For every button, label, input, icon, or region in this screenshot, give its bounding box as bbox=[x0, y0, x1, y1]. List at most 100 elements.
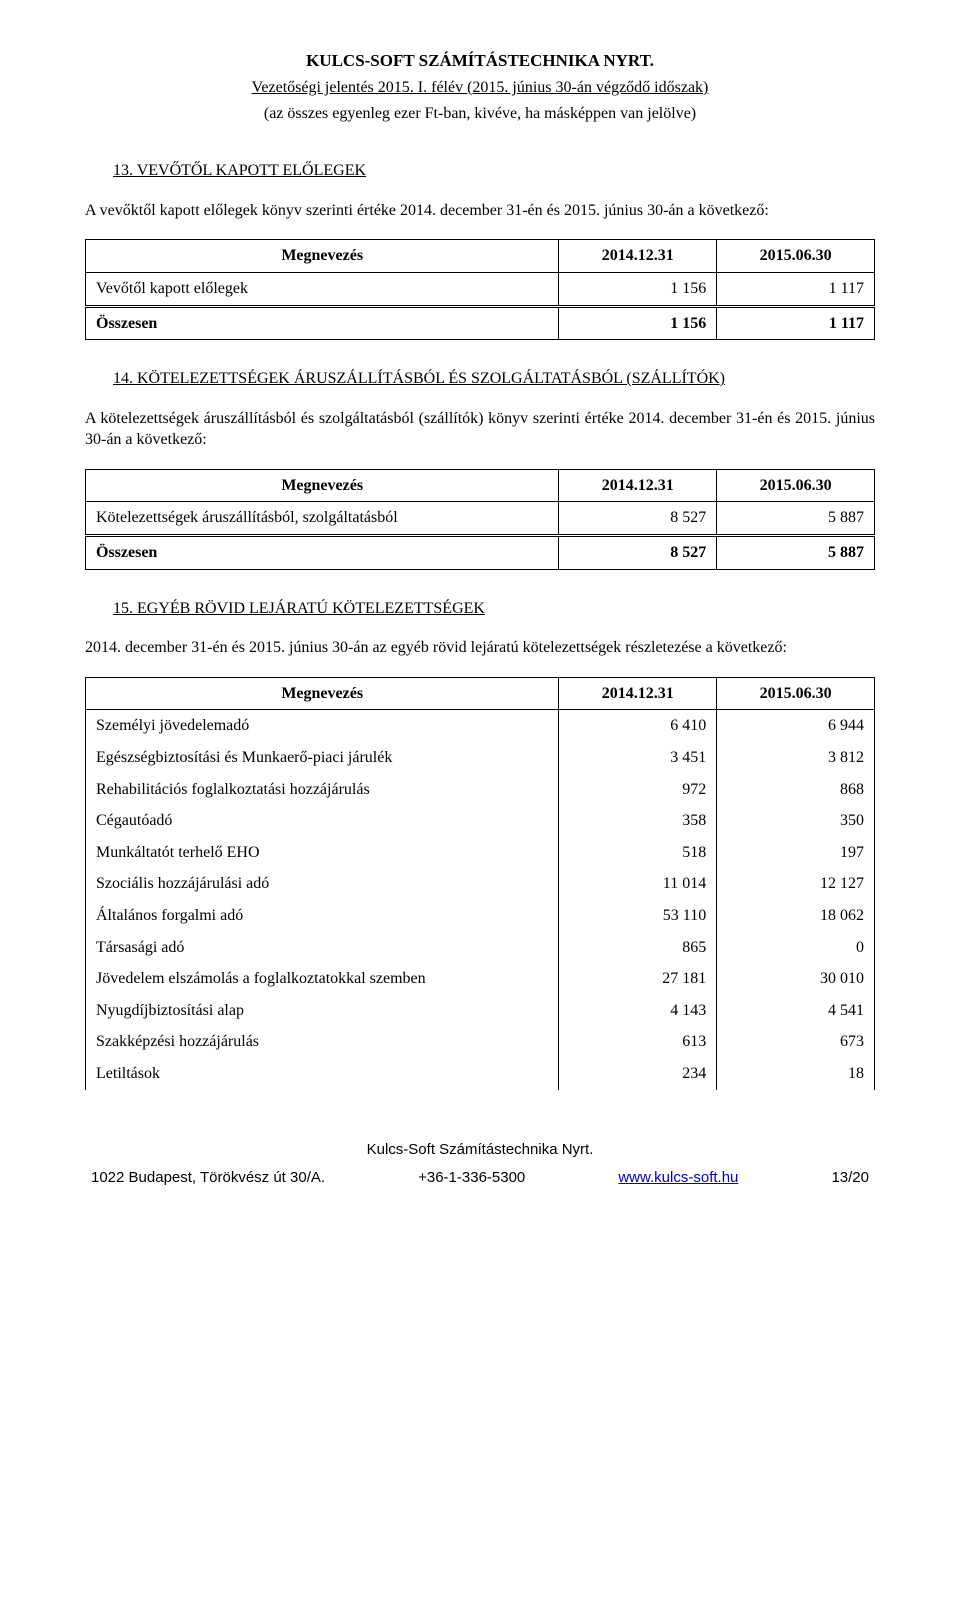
cell-value: 613 bbox=[559, 1026, 717, 1058]
cell-value: 0 bbox=[717, 932, 875, 964]
cell-label: Egészségbiztosítási és Munkaerő-piaci já… bbox=[86, 742, 559, 774]
cell-value: 1 156 bbox=[559, 272, 717, 306]
cell-label: Személyi jövedelemadó bbox=[86, 710, 559, 742]
section-number: 14. bbox=[113, 370, 133, 387]
cell-label: Kötelezettségek áruszállításból, szolgál… bbox=[86, 502, 559, 536]
section-13-paragraph: A vevőktől kapott előlegek könyv szerint… bbox=[85, 200, 875, 222]
cell-value: 4 143 bbox=[559, 995, 717, 1027]
cell-value: 6 944 bbox=[717, 710, 875, 742]
table-row: Szociális hozzájárulási adó11 01412 127 bbox=[86, 868, 875, 900]
cell-label: Munkáltatót terhelő EHO bbox=[86, 837, 559, 869]
table-row: Cégautóadó358350 bbox=[86, 805, 875, 837]
cell-label: Letiltások bbox=[86, 1058, 559, 1090]
cell-value: 1 117 bbox=[717, 272, 875, 306]
cell-value: 6 410 bbox=[559, 710, 717, 742]
table-row: Letiltások23418 bbox=[86, 1058, 875, 1090]
cell-value: 4 541 bbox=[717, 995, 875, 1027]
cell-value: 518 bbox=[559, 837, 717, 869]
footer-page-number: 13/20 bbox=[831, 1168, 869, 1188]
cell-value: 3 812 bbox=[717, 742, 875, 774]
table-advances-received: Megnevezés 2014.12.31 2015.06.30 Vevőtől… bbox=[85, 239, 875, 340]
cell-value: 868 bbox=[717, 774, 875, 806]
cell-value: 53 110 bbox=[559, 900, 717, 932]
table-row: Rehabilitációs foglalkoztatási hozzájáru… bbox=[86, 774, 875, 806]
cell-value: 234 bbox=[559, 1058, 717, 1090]
table-row: Egészségbiztosítási és Munkaerő-piaci já… bbox=[86, 742, 875, 774]
col-header-date1: 2014.12.31 bbox=[559, 469, 717, 502]
table-row: Általános forgalmi adó53 11018 062 bbox=[86, 900, 875, 932]
table-row: Szakképzési hozzájárulás613673 bbox=[86, 1026, 875, 1058]
cell-value: 30 010 bbox=[717, 963, 875, 995]
page-footer: Kulcs-Soft Számítástechnika Nyrt. 1022 B… bbox=[85, 1140, 875, 1189]
section-13-heading: 13. VEVŐTŐL KAPOTT ELŐLEGEK bbox=[113, 160, 875, 182]
table-header-row: Megnevezés 2014.12.31 2015.06.30 bbox=[86, 240, 875, 273]
cell-value: 197 bbox=[717, 837, 875, 869]
table-row: Vevőtől kapott előlegek 1 156 1 117 bbox=[86, 272, 875, 306]
col-header-date2: 2015.06.30 bbox=[717, 677, 875, 710]
col-header-date2: 2015.06.30 bbox=[717, 469, 875, 502]
cell-value: 11 014 bbox=[559, 868, 717, 900]
cell-label: Jövedelem elszámolás a foglalkoztatokkal… bbox=[86, 963, 559, 995]
cell-value: 3 451 bbox=[559, 742, 717, 774]
cell-value: 5 887 bbox=[717, 502, 875, 536]
section-14-paragraph: A kötelezettségek áruszállításból és szo… bbox=[85, 408, 875, 451]
footer-company: Kulcs-Soft Számítástechnika Nyrt. bbox=[85, 1140, 875, 1160]
cell-value: 358 bbox=[559, 805, 717, 837]
table-row: Nyugdíjbiztosítási alap4 1434 541 bbox=[86, 995, 875, 1027]
document-header: KULCS-SOFT SZÁMÍTÁSTECHNIKA NYRT. Vezető… bbox=[85, 50, 875, 124]
section-14-heading: 14. KÖTELEZETTSÉGEK ÁRUSZÁLLÍTÁSBÓL ÉS S… bbox=[113, 368, 875, 390]
table-total-row: Összesen 8 527 5 887 bbox=[86, 536, 875, 570]
section-title: VEVŐTŐL KAPOTT ELŐLEGEK bbox=[137, 162, 366, 179]
cell-value: 18 062 bbox=[717, 900, 875, 932]
cell-total-value: 5 887 bbox=[717, 536, 875, 570]
section-title: EGYÉB RÖVID LEJÁRATÚ KÖTELEZETTSÉGEK bbox=[137, 600, 485, 617]
cell-value: 972 bbox=[559, 774, 717, 806]
cell-label: Cégautóadó bbox=[86, 805, 559, 837]
footer-link[interactable]: www.kulcs-soft.hu bbox=[618, 1168, 738, 1188]
col-header-name: Megnevezés bbox=[86, 469, 559, 502]
report-subtitle: Vezetőségi jelentés 2015. I. félév (2015… bbox=[85, 77, 875, 99]
balance-note: (az összes egyenleg ezer Ft-ban, kivéve,… bbox=[85, 103, 875, 125]
col-header-date1: 2014.12.31 bbox=[559, 240, 717, 273]
cell-label: Általános forgalmi adó bbox=[86, 900, 559, 932]
section-15-paragraph: 2014. december 31-én és 2015. június 30-… bbox=[85, 637, 875, 659]
cell-value: 27 181 bbox=[559, 963, 717, 995]
table-row: Munkáltatót terhelő EHO518197 bbox=[86, 837, 875, 869]
table-total-row: Összesen 1 156 1 117 bbox=[86, 306, 875, 340]
table-row: Társasági adó8650 bbox=[86, 932, 875, 964]
cell-label: Vevőtől kapott előlegek bbox=[86, 272, 559, 306]
table-header-row: Megnevezés 2014.12.31 2015.06.30 bbox=[86, 677, 875, 710]
company-name: KULCS-SOFT SZÁMÍTÁSTECHNIKA NYRT. bbox=[85, 50, 875, 73]
cell-value: 350 bbox=[717, 805, 875, 837]
col-header-date2: 2015.06.30 bbox=[717, 240, 875, 273]
footer-phone: +36-1-336-5300 bbox=[418, 1168, 525, 1188]
section-number: 13. bbox=[113, 162, 133, 179]
section-title: KÖTELEZETTSÉGEK ÁRUSZÁLLÍTÁSBÓL ÉS SZOLG… bbox=[137, 370, 725, 387]
cell-label: Szociális hozzájárulási adó bbox=[86, 868, 559, 900]
cell-value: 12 127 bbox=[717, 868, 875, 900]
cell-value: 673 bbox=[717, 1026, 875, 1058]
cell-total-label: Összesen bbox=[86, 536, 559, 570]
cell-label: Nyugdíjbiztosítási alap bbox=[86, 995, 559, 1027]
cell-label: Társasági adó bbox=[86, 932, 559, 964]
cell-value: 865 bbox=[559, 932, 717, 964]
cell-total-value: 1 156 bbox=[559, 306, 717, 340]
table-row: Kötelezettségek áruszállításból, szolgál… bbox=[86, 502, 875, 536]
table-row: Jövedelem elszámolás a foglalkoztatokkal… bbox=[86, 963, 875, 995]
section-number: 15. bbox=[113, 600, 133, 617]
cell-total-value: 1 117 bbox=[717, 306, 875, 340]
table-liabilities-suppliers: Megnevezés 2014.12.31 2015.06.30 Kötelez… bbox=[85, 469, 875, 570]
section-15-heading: 15. EGYÉB RÖVID LEJÁRATÚ KÖTELEZETTSÉGEK bbox=[113, 598, 875, 620]
col-header-name: Megnevezés bbox=[86, 677, 559, 710]
col-header-date1: 2014.12.31 bbox=[559, 677, 717, 710]
cell-total-label: Összesen bbox=[86, 306, 559, 340]
cell-value: 8 527 bbox=[559, 502, 717, 536]
cell-value: 18 bbox=[717, 1058, 875, 1090]
cell-label: Rehabilitációs foglalkoztatási hozzájáru… bbox=[86, 774, 559, 806]
col-header-name: Megnevezés bbox=[86, 240, 559, 273]
table-row: Személyi jövedelemadó6 4106 944 bbox=[86, 710, 875, 742]
footer-address: 1022 Budapest, Törökvész út 30/A. bbox=[91, 1168, 325, 1188]
table-other-short-term-liabilities: Megnevezés 2014.12.31 2015.06.30 Személy… bbox=[85, 677, 875, 1090]
cell-total-value: 8 527 bbox=[559, 536, 717, 570]
table-header-row: Megnevezés 2014.12.31 2015.06.30 bbox=[86, 469, 875, 502]
